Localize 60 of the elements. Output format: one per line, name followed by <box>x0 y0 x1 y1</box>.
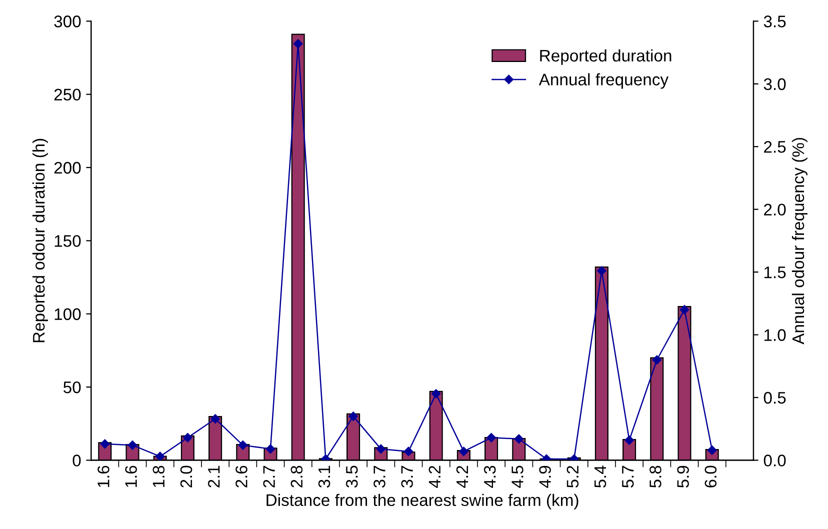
x-tick-label: 3.7 <box>374 466 386 488</box>
y2-tick-label: 0.5 <box>764 392 786 404</box>
y2-tick-label: 2.0 <box>764 204 786 216</box>
x-tick-label: 4.9 <box>539 466 551 488</box>
y-tick-label: 250 <box>54 88 81 101</box>
y2-axis-title: Annual odour frequency (%) <box>792 138 808 344</box>
x-tick-label: 2.1 <box>208 466 220 488</box>
point <box>404 446 414 456</box>
point <box>652 355 662 364</box>
y-tick-label: 150 <box>54 235 81 247</box>
y2-tick-label: 3.5 <box>764 16 786 28</box>
point <box>486 433 496 442</box>
x-tick-label: 3.7 <box>401 466 413 488</box>
x-tick-label: 5.7 <box>622 466 634 488</box>
x-tick-label: 4.3 <box>484 466 496 488</box>
x-tick-label: 1.8 <box>152 466 165 487</box>
y-tick-label: 200 <box>54 162 81 174</box>
legend-label: Reported duration <box>540 49 672 65</box>
point <box>210 414 220 424</box>
x-axis-title: Distance from the nearest swine farm (km) <box>266 494 578 510</box>
x-tick-label: 6.0 <box>704 466 717 488</box>
x-tick-label: 5.4 <box>594 466 606 488</box>
point <box>293 39 303 48</box>
point <box>680 305 690 314</box>
point <box>597 266 606 276</box>
x-tick-label: 1.6 <box>98 466 110 487</box>
y-axis-title: Reported odour duration (h) <box>32 138 48 342</box>
point <box>459 446 468 456</box>
x-tick-label: 3.1 <box>318 466 330 488</box>
x-tick-label: 5.2 <box>566 466 579 488</box>
y2-tick-label: 1.5 <box>764 266 786 278</box>
x-tick-label: 2.6 <box>236 466 248 488</box>
point <box>624 436 634 445</box>
x-tick-label: 3.5 <box>346 466 358 488</box>
x-tick-label: 2.0 <box>180 466 192 488</box>
y2-tick-label: 1.0 <box>764 329 786 341</box>
point <box>155 452 165 460</box>
x-tick-label: 5.9 <box>677 466 689 488</box>
y2-tick-label: 2.5 <box>764 141 786 153</box>
x-tick-label: 4.2 <box>428 466 440 488</box>
y-tick-label: 50 <box>63 381 81 394</box>
x-tick-label: 1.6 <box>125 466 137 487</box>
x-tick-label: 4.2 <box>456 466 468 488</box>
y-tick-label: 0 <box>72 454 81 466</box>
y2-tick-label: 3.0 <box>764 78 786 90</box>
legend-label: Annual frequency <box>538 73 669 89</box>
point <box>183 433 192 442</box>
x-tick-label: 4.5 <box>512 466 524 488</box>
x-tick-label: 2.8 <box>290 466 303 488</box>
y2-tick-label: 0.0 <box>764 454 786 466</box>
point <box>348 412 358 421</box>
point <box>128 440 138 450</box>
point <box>100 439 110 449</box>
x-tick-label: 5.8 <box>650 466 662 488</box>
y-tick-label: 100 <box>54 308 81 320</box>
point <box>238 440 248 450</box>
point <box>514 434 524 444</box>
point <box>431 389 441 398</box>
x-tick-label: 2.7 <box>263 466 275 488</box>
y-tick-label: 300 <box>54 16 81 28</box>
